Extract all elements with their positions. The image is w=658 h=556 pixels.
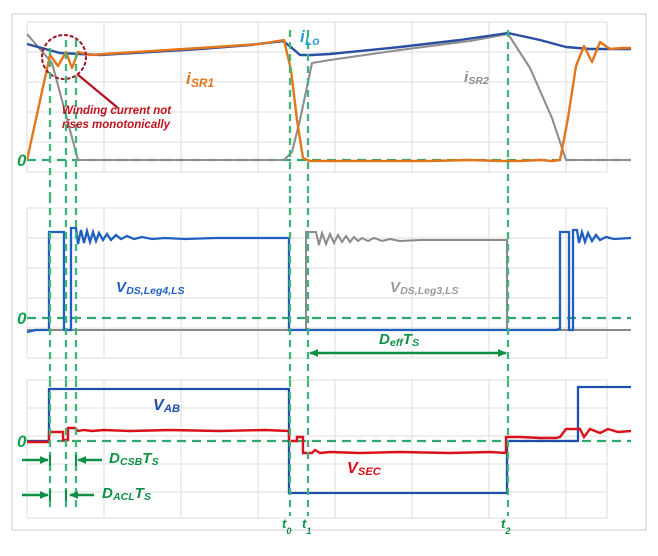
label-vab: VAB bbox=[153, 397, 181, 416]
trace-vds-leg4 bbox=[27, 226, 631, 334]
label-deff-ts: DeffTS bbox=[379, 331, 420, 350]
panel2-plot-area bbox=[26, 207, 608, 359]
trace-vab bbox=[27, 385, 631, 495]
trace-isr2 bbox=[27, 32, 631, 162]
time-marker-t2: t2 bbox=[501, 516, 511, 536]
panel3-zero-label: 0 bbox=[17, 432, 27, 451]
trace-isr1 bbox=[27, 38, 631, 163]
label-isr1: iSR1 bbox=[186, 69, 215, 90]
panel1-grid bbox=[27, 22, 607, 172]
annotation-line-1: Winding current not bbox=[62, 105, 172, 117]
annotation-leader-line bbox=[76, 73, 119, 109]
highlight-circle bbox=[40, 33, 88, 81]
label-vds-leg3: VDS,Leg3,LS bbox=[390, 279, 459, 298]
panel1-plot-area bbox=[26, 21, 608, 173]
time-marker-t0: t0 bbox=[282, 516, 292, 536]
label-ilo: iLo bbox=[300, 27, 320, 48]
label-vds-leg4: VDS,Leg4,LS bbox=[116, 279, 185, 298]
label-dcsb-ts: DCSBTS bbox=[109, 450, 159, 469]
label-vsec: VSEC bbox=[347, 460, 381, 479]
label-isr2: iSR2 bbox=[464, 69, 489, 88]
panel-vds bbox=[26, 196, 631, 380]
annotation-line-2: rises monotonically bbox=[62, 119, 171, 132]
panel2-grid bbox=[27, 208, 607, 358]
panel1-zero-label: 0 bbox=[17, 151, 27, 170]
time-marker-t1: t1 bbox=[302, 516, 312, 536]
panel2-time-markers bbox=[48, 196, 510, 380]
annotation-winding-current: Winding current not rises monotonically bbox=[62, 104, 171, 132]
panel1-time-markers bbox=[48, 30, 510, 196]
panel-currents bbox=[26, 21, 631, 196]
panel2-zero-label: 0 bbox=[17, 309, 27, 328]
panel-vab-vsec bbox=[22, 379, 631, 519]
label-dacl-ts: DACLTS bbox=[102, 485, 152, 504]
panel3-plot-area bbox=[26, 379, 608, 519]
trace-vds-leg3 bbox=[27, 229, 631, 331]
panel3-time-markers bbox=[48, 380, 510, 516]
